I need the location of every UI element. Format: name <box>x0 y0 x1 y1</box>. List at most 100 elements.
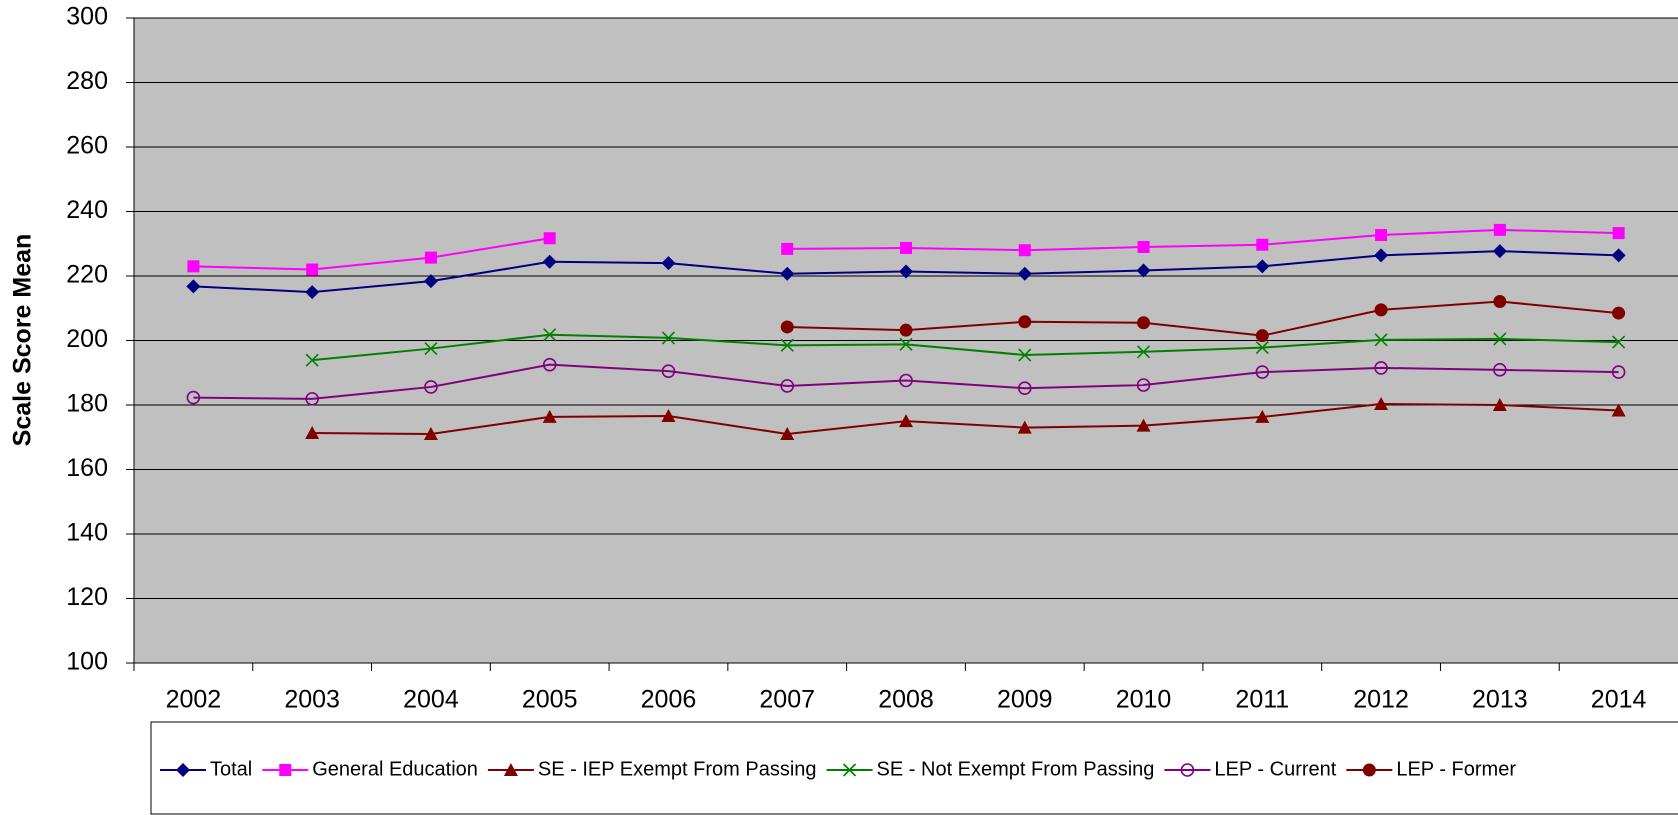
marker <box>424 380 438 394</box>
marker <box>1493 294 1507 308</box>
marker <box>780 320 794 334</box>
marker <box>1375 229 1388 242</box>
marker <box>1136 378 1151 392</box>
legend-label: General Education <box>312 758 478 780</box>
y-tick-label: 280 <box>66 67 108 95</box>
marker <box>543 232 556 245</box>
marker <box>305 426 320 440</box>
legend-marker <box>1362 763 1376 777</box>
marker <box>1492 398 1507 411</box>
marker <box>1611 403 1626 417</box>
series-line <box>193 363 1619 400</box>
legend-marker <box>842 763 857 777</box>
series-line <box>787 300 1619 337</box>
marker <box>780 338 794 352</box>
marker <box>1611 365 1626 379</box>
series-line <box>312 403 1619 436</box>
marker <box>1374 397 1389 411</box>
marker <box>423 427 438 441</box>
marker <box>186 279 201 294</box>
marker <box>1493 332 1507 346</box>
marker <box>1374 248 1389 263</box>
marker <box>305 353 319 367</box>
marker <box>1612 306 1626 320</box>
series-line <box>312 333 1619 362</box>
marker <box>1136 263 1151 278</box>
marker <box>1255 365 1270 379</box>
legend-label: Total <box>210 758 252 780</box>
marker <box>1017 381 1032 396</box>
marker <box>661 256 676 271</box>
marker <box>1374 303 1388 317</box>
y-tick-label: 160 <box>66 454 108 482</box>
series-line <box>193 237 550 271</box>
marker <box>899 337 913 351</box>
marker <box>542 254 557 269</box>
y-tick-label: 200 <box>66 325 108 353</box>
marker <box>1256 238 1269 251</box>
marker <box>1611 248 1626 263</box>
legend-label: LEP - Current <box>1214 758 1336 780</box>
marker <box>1493 363 1507 377</box>
marker <box>899 264 913 279</box>
legend-label: LEP - Former <box>1396 758 1516 780</box>
legend-marker <box>279 764 292 776</box>
marker <box>1017 420 1032 434</box>
y-tick-label: 100 <box>66 648 108 676</box>
x-tick-label: 2002 <box>166 686 222 714</box>
marker <box>1492 244 1507 259</box>
x-tick-label: 2007 <box>759 686 815 714</box>
marker <box>899 373 913 388</box>
x-tick-label: 2010 <box>1116 686 1172 714</box>
legend-marker <box>176 763 190 777</box>
x-tick-label: 2005 <box>522 686 578 714</box>
marker <box>1493 223 1506 236</box>
marker <box>899 414 913 428</box>
x-tick-label: 2014 <box>1591 686 1647 714</box>
marker <box>1255 259 1270 274</box>
marker <box>305 285 320 300</box>
marker <box>424 341 438 356</box>
x-tick-label: 2011 <box>1235 686 1289 714</box>
marker <box>306 263 319 276</box>
x-tick-label: 2004 <box>403 686 459 714</box>
marker <box>305 392 319 406</box>
marker <box>1374 361 1388 375</box>
marker <box>1137 316 1151 330</box>
marker <box>186 390 201 405</box>
marker <box>899 323 913 337</box>
y-tick-label: 300 <box>66 3 108 31</box>
marker <box>780 266 795 281</box>
legend-label: SE - Not Exempt From Passing <box>877 758 1155 780</box>
y-axis-label: Scale Score Mean <box>9 234 37 447</box>
marker <box>542 409 557 423</box>
marker <box>661 408 676 422</box>
marker <box>1255 341 1269 355</box>
series-line <box>787 228 1619 252</box>
x-tick-label: 2003 <box>284 686 340 714</box>
legend-box <box>150 721 1678 815</box>
legend-marker <box>1180 763 1195 777</box>
marker <box>1137 240 1150 253</box>
y-tick-label: 120 <box>66 583 108 611</box>
marker <box>543 328 557 342</box>
marker <box>1018 315 1032 329</box>
marker <box>661 331 676 345</box>
marker <box>1136 418 1151 432</box>
marker <box>424 251 437 264</box>
marker <box>1136 345 1151 359</box>
marker <box>187 260 200 273</box>
marker <box>661 364 676 378</box>
marker <box>1017 266 1032 281</box>
legend-label: SE - IEP Exempt From Passing <box>538 758 817 780</box>
x-tick-label: 2006 <box>641 686 697 714</box>
y-tick-label: 180 <box>66 390 108 418</box>
marker <box>1018 244 1031 257</box>
legend-marker <box>503 763 518 776</box>
marker <box>781 242 794 255</box>
marker <box>542 357 557 372</box>
y-tick-label: 260 <box>66 132 108 160</box>
marker <box>1255 329 1269 343</box>
